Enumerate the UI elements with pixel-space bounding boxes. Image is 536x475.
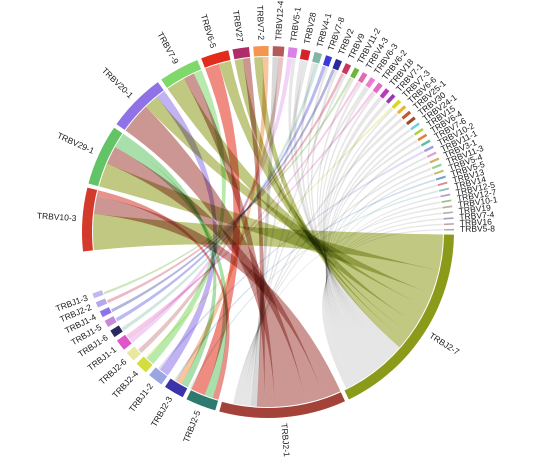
segment-label-trbv7-4: TRBV7-4 [459,209,495,222]
segment-arc-trbv25-1 [401,110,412,120]
segment-arc-trbv6-5 [201,50,231,68]
ribbon-trbv28-trbj2-7 [293,59,398,354]
segment-arc-trbv12-7 [441,199,452,203]
segment-arc-trbv3-1 [429,157,440,164]
segment-arc-trbj2-7 [344,234,454,400]
segment-arc-trbv19 [442,211,454,215]
segment-label-trbv20-1: TRBV20-1 [100,65,135,100]
ribbon-trbv7-9-trbj2-7 [167,78,427,325]
segment-arc-trbv18 [379,88,390,99]
ribbon-trbv20-1-trbj1-2 [156,91,218,376]
segment-arc-trbv9 [341,63,352,75]
segment-arc-trbv6-3 [365,77,376,89]
segment-arc-trbv7-3 [391,99,402,110]
segment-label-trbv27: TRBV27 [231,9,246,43]
segment-label-trbv7-2: TRBV7-2 [255,5,266,41]
segment-arc-trbv11-1 [426,151,437,158]
ribbon-trbv18-trbj2-7 [322,96,383,370]
segment-arc-trbv2 [332,58,343,71]
segment-arc-trbv6-2 [372,82,383,94]
segment-label-trbv19: TRBV19 [458,202,491,215]
segment-label-trbj2-1: TRBJ2-1 [279,423,292,458]
segment-arc-trbv24-1 [410,122,420,131]
segment-arc-trbv14 [438,187,450,192]
segment-label-trbv6-5: TRBV6-5 [199,13,219,50]
ribbon-trbv29-1-trbj2-1 [106,147,324,403]
segment-arc-trbj1-5 [104,316,117,328]
ribbon-trbv11-1-trbj2-7 [325,156,427,382]
segment-arc-trbv30 [405,116,416,126]
segment-arc-trbj1-3 [92,290,104,299]
segment-arc-trbv6-4 [417,133,428,142]
segment-arc-layer [82,46,454,418]
segment-label-trbv5-1: TRBV5-1 [288,6,303,42]
segment-arc-trbj2-2 [95,298,108,308]
segment-arc-trbv5-1 [287,47,298,59]
segment-arc-trbv11-2 [350,67,360,79]
segment-arc-trbj2-4 [136,356,153,373]
segment-arc-trbv7-2 [253,46,269,57]
segment-arc-trbv10-2 [423,145,434,153]
ribbon-trbv6-5-trbj2-5 [191,64,241,396]
ribbon-trbv20-1-trbj2-1 [125,106,307,407]
segment-arc-trbv10-1 [442,205,453,209]
segment-arc-trbv7-1 [385,93,396,104]
segment-arc-trbv5-5 [435,175,446,181]
segment-arc-trbv27 [232,46,251,60]
segment-arc-trbj2-3 [164,378,188,398]
segment-arc-trbv20-1 [116,82,164,130]
ribbon-trbv27-trbj2-1 [242,57,265,407]
ribbon-trbv7-9-trbj2-1 [184,73,275,407]
segment-arc-trbj1-4 [99,307,112,318]
ribbon-trbv10-3-trbj2-1 [93,196,341,398]
segment-arc-trbv6-6 [396,105,407,115]
segment-label-trbv10-3: TRBV10-3 [37,210,78,223]
ribbon-trbv10-3-trbj2-5 [96,190,230,400]
segment-arc-trbv12-4 [272,46,285,57]
ribbon-layer [93,57,443,407]
ribbon-trbv29-1-trbj2-5 [114,139,228,398]
segment-arc-trbj1-1 [116,334,132,350]
segment-arc-trbj2-5 [186,390,219,411]
segment-label-trbv7-9: TRBV7-9 [155,30,181,66]
segment-label-trbj1-2: TRBJ1-2 [127,381,155,414]
ribbon-trbv7-3-trbj2-4 [145,107,393,359]
segment-arc-trbj2-1 [219,392,346,418]
segment-label-trbj2-5: TRBJ2-5 [181,409,203,444]
segment-arc-trbv16 [443,223,454,226]
segment-arc-trbj1-2 [149,367,168,385]
segment-arc-trbv7-4 [443,217,454,220]
segment-arc-trbv15 [413,128,424,136]
segment-label-trbv12-4: TRBV12-4 [273,0,285,40]
segment-label-trbv29-1: TRBV29-1 [56,130,96,156]
segment-arc-trbv29-1 [88,127,123,187]
ribbon-trbv28-trbj2-1 [247,60,308,407]
segment-arc-trbv7-8 [322,55,333,67]
segment-arc-trbv4-3 [357,72,368,84]
segment-arc-trbv11-3 [431,163,442,170]
segment-arc-trbj2-6 [126,346,141,361]
segment-label-trbv5-8: TRBV5-8 [460,223,495,233]
segment-arc-trbv7-6 [420,139,431,147]
segment-arc-trbv5-4 [433,169,444,175]
segment-arc-trbj1-6 [110,325,123,338]
segment-arc-trbv5-8 [443,228,454,231]
segment-label-trbj2-7: TRBJ2-7 [428,330,462,357]
segment-arc-trbv7-9 [161,59,202,88]
segment-label-trbj2-3: TRBJ2-3 [149,394,175,428]
segment-arc-trbv28 [299,49,311,61]
segment-arc-trbv13 [437,181,448,187]
segment-arc-trbv12-5 [440,193,451,198]
segment-arc-trbv10-3 [82,187,98,252]
segment-arc-trbv4-1 [312,51,323,64]
segment-label-trbv16: TRBV16 [460,216,493,227]
